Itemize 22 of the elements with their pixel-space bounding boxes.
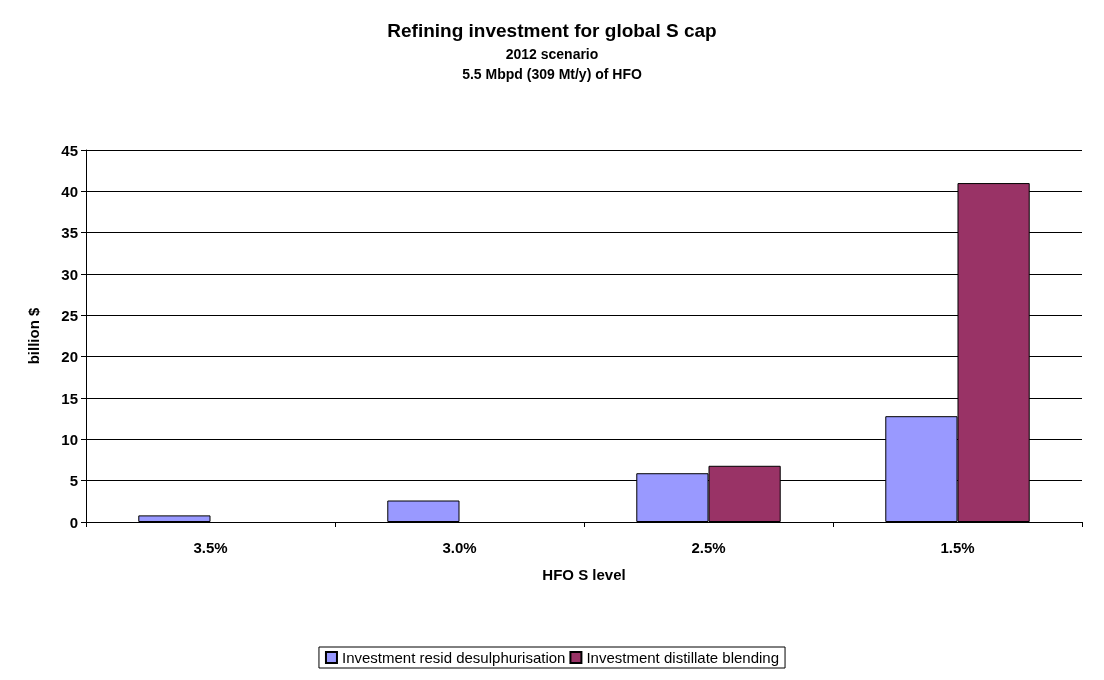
bar [387,500,460,522]
x-tick-label: 3.5% [193,539,228,556]
y-tick-label: 0 [69,513,78,531]
y-tick-label: 40 [61,182,78,200]
y-tick-label: 15 [61,389,78,407]
y-tick-label: 25 [61,306,78,324]
chart-title: Refining investment for global S cap [387,20,717,41]
y-tick-label: 45 [61,141,78,159]
bar [138,515,211,522]
x-axis-title: HFO S level [542,566,626,583]
y-tick-label: 30 [61,265,78,283]
x-tick-label: 3.0% [442,539,477,556]
legend-label: Investment distillate blending [586,649,780,666]
chart-subtitle: 2012 scenario 5.5 Mbpd (309 Mt/y) of HFO [462,46,642,82]
legend-label: Investment resid desulphurisation [341,649,566,666]
x-tick-label: 1.5% [940,539,975,556]
y-tick-label: 20 [61,348,78,366]
x-tick-label: 2.5% [691,539,726,556]
y-tick-label: 10 [61,430,78,448]
y-axis-title: billion $ [25,307,42,365]
y-tick-label: 35 [61,224,78,242]
y-tick-label: 5 [69,472,78,490]
